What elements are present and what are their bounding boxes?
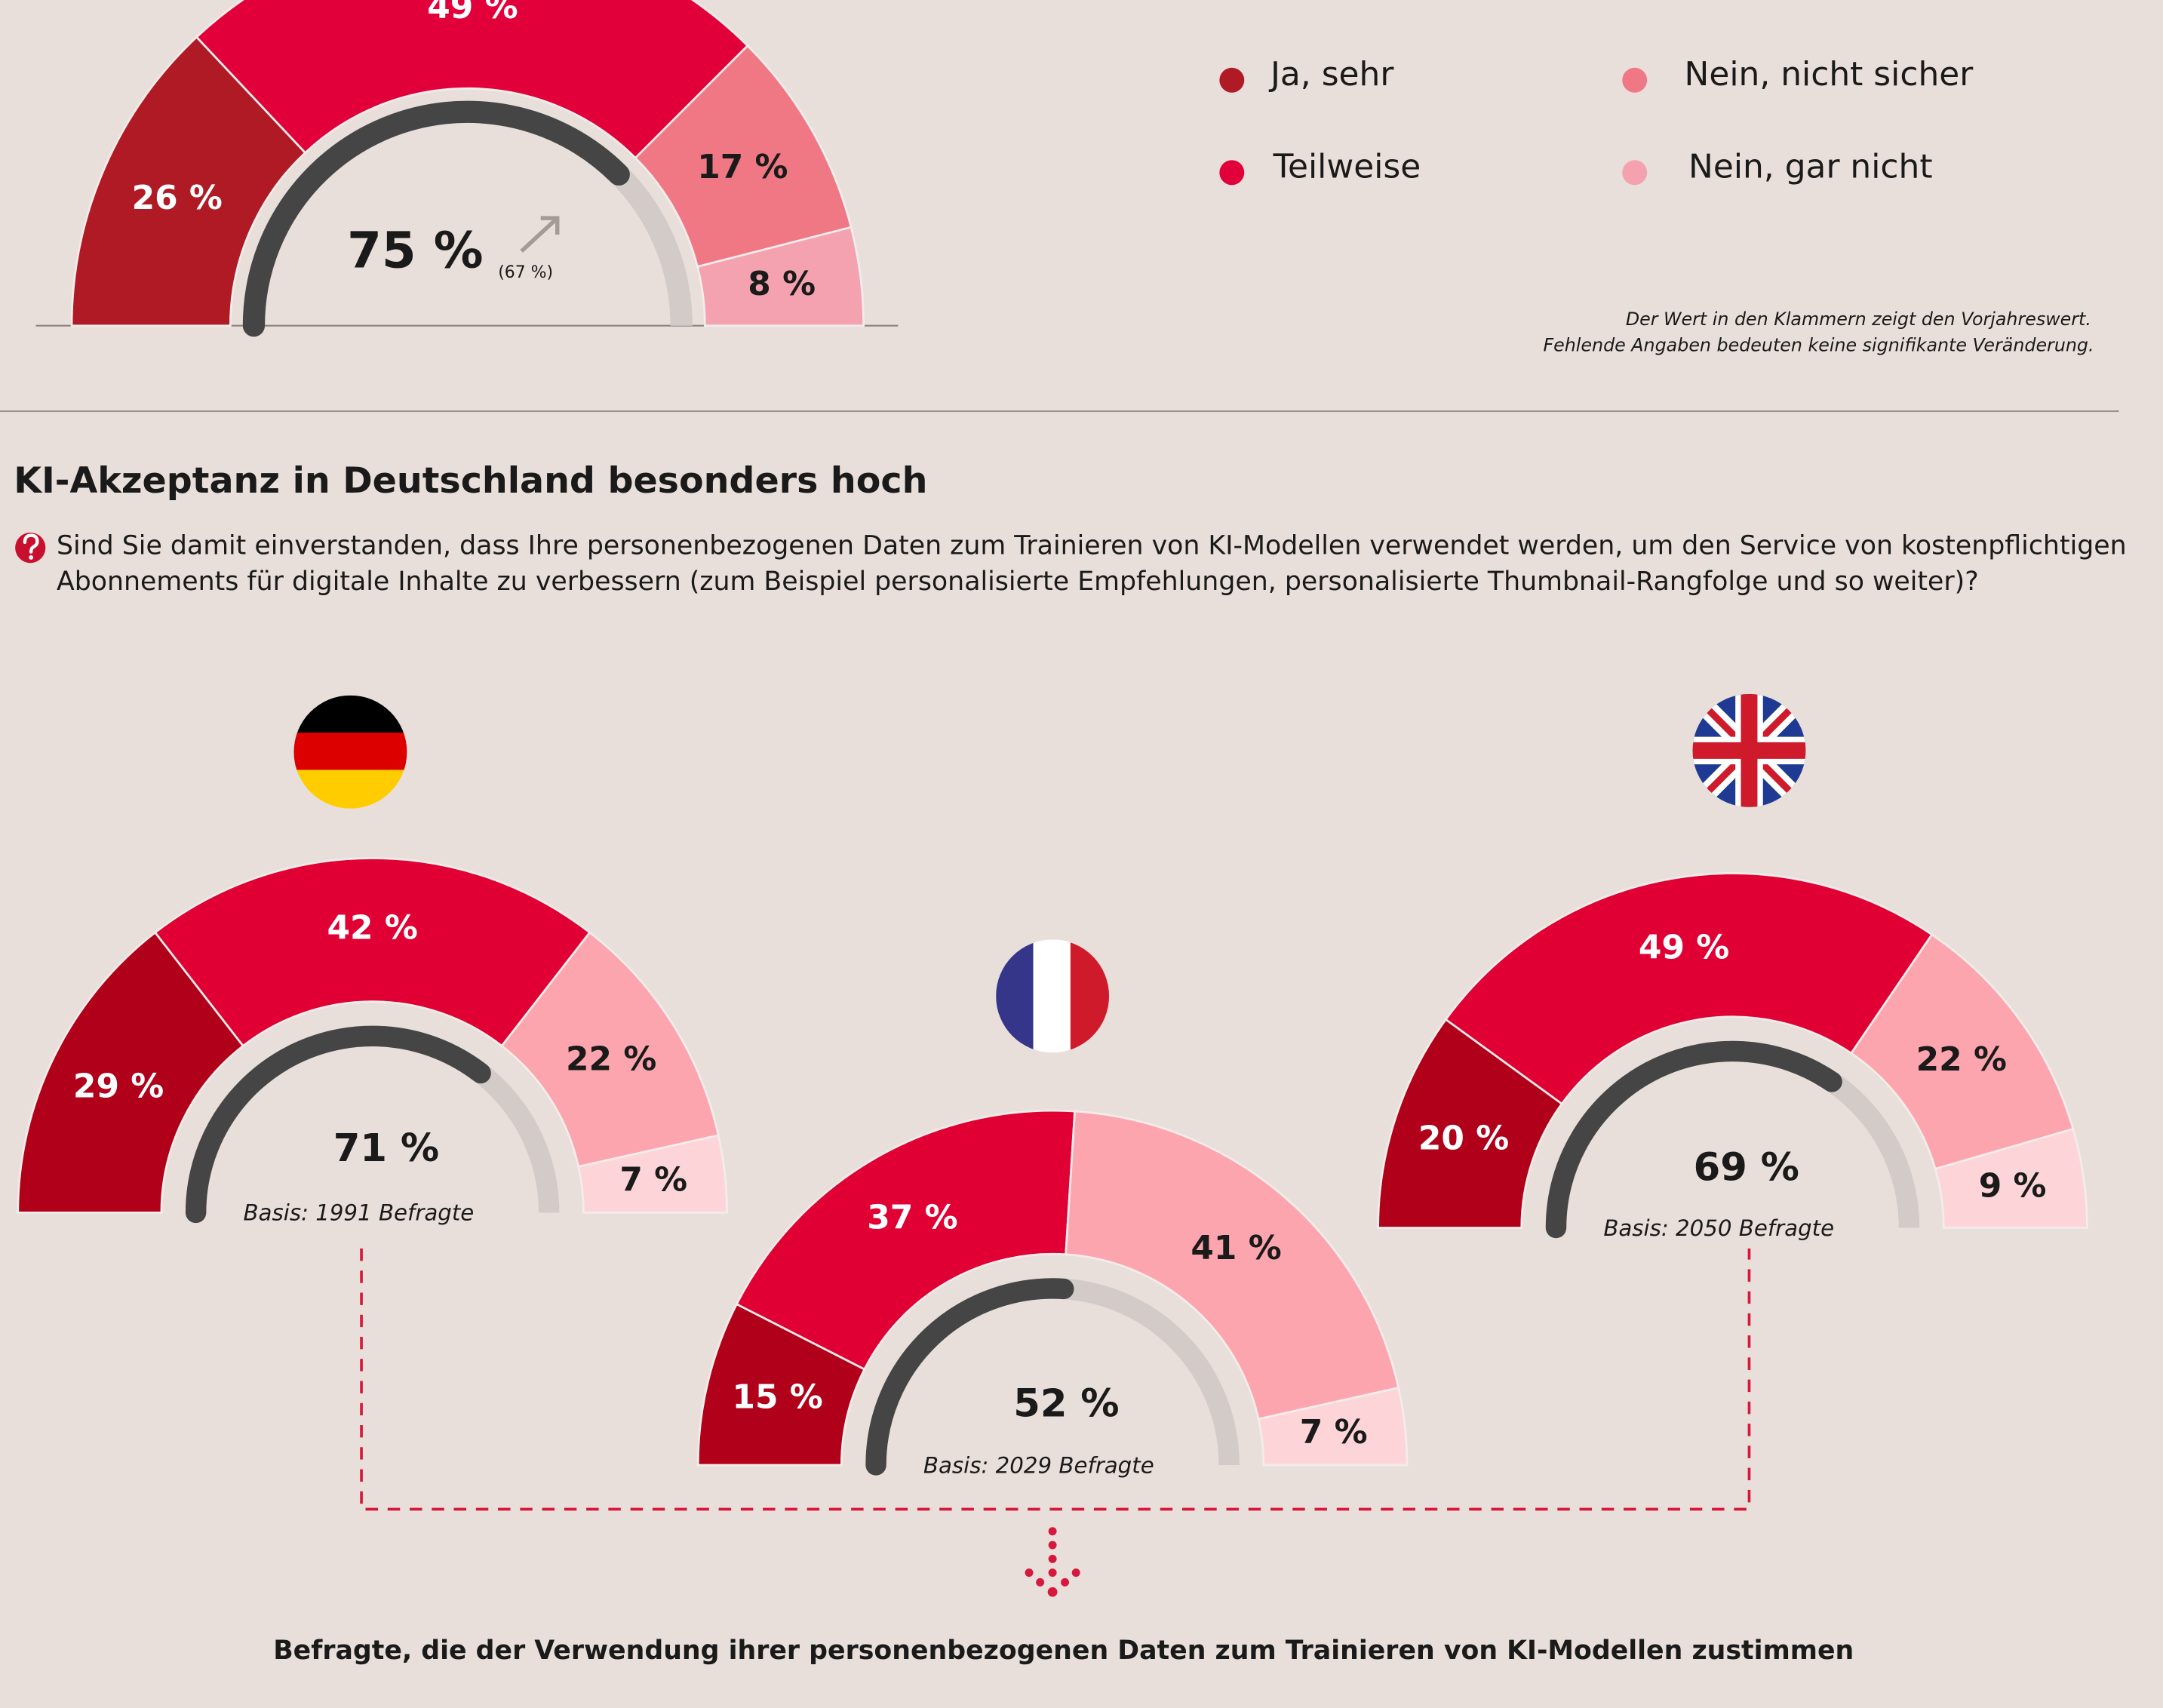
- segment: [195, 0, 749, 160]
- segment-label: 7 %: [619, 1160, 687, 1199]
- gauge-value: [865, 1278, 1074, 1476]
- segment: [1444, 872, 1934, 1105]
- footer: Befragte, die der Verwendung ihrer perso…: [273, 1636, 1854, 1666]
- previous-label: (67 %): [498, 263, 553, 282]
- section-title: KI-Akzeptanz in Deutschland besonders ho…: [14, 460, 927, 502]
- question: Sind Sie damit einverstanden, dass Ihre …: [57, 530, 2127, 561]
- trend-arrow: [520, 216, 560, 253]
- segment-label: 49 %: [1639, 928, 1729, 966]
- segment-label: 17 %: [697, 148, 788, 186]
- segment-label: 15 %: [732, 1378, 822, 1416]
- segment-label: 29 %: [73, 1067, 164, 1105]
- total-label: 52 %: [1013, 1381, 1119, 1426]
- legend-swatch: [1622, 160, 1648, 186]
- segment: [70, 35, 307, 327]
- basis: Basis: 2029 Befragte: [923, 1452, 1154, 1478]
- segment-label: 37 %: [867, 1198, 957, 1236]
- total-label: 71 %: [333, 1126, 439, 1171]
- segment: [735, 1109, 1077, 1371]
- note: Fehlende Angaben bedeuten keine signifik…: [1543, 335, 2094, 356]
- segment-label: 7 %: [1300, 1413, 1368, 1451]
- question-icon: [15, 532, 46, 564]
- segment-label: 9 %: [1979, 1167, 2047, 1206]
- total-label: 75 %: [347, 222, 483, 280]
- note: Der Wert in den Klammern zeigt den Vorja…: [1626, 309, 2091, 330]
- segment-label: 22 %: [566, 1040, 656, 1079]
- legend-swatch: [1219, 160, 1245, 186]
- segment: [1934, 1127, 2088, 1229]
- basis: Basis: 1991 Befragte: [243, 1200, 474, 1226]
- segment: [696, 226, 865, 327]
- flag-france: [996, 939, 1110, 1053]
- question: Abonnements für digitale Inhalte zu verb…: [57, 567, 1979, 597]
- dotted-arrow: [1025, 1527, 1080, 1597]
- segment: [1065, 1110, 1400, 1421]
- segment-label: 49 %: [427, 0, 518, 26]
- segment-label: 20 %: [1418, 1120, 1509, 1158]
- gauge-value: [1545, 1040, 1842, 1239]
- legend-label: Ja, sehr: [1268, 55, 1394, 94]
- legend-label: Teilweise: [1273, 147, 1421, 186]
- segment-label: 41 %: [1191, 1229, 1281, 1267]
- legend-swatch: [1219, 67, 1245, 93]
- segment-label: 26 %: [132, 179, 223, 217]
- flag-uk: [1692, 693, 1806, 807]
- segment-label: 22 %: [1916, 1040, 2007, 1079]
- segment: [17, 931, 245, 1214]
- total-label: 69 %: [1694, 1145, 1799, 1190]
- legend-label: Nein, gar nicht: [1688, 147, 1933, 186]
- segment-label: 8 %: [748, 265, 816, 303]
- basis: Basis: 2050 Befragte: [1603, 1215, 1834, 1241]
- flag-germany: [293, 695, 407, 809]
- segment: [1257, 1386, 1409, 1467]
- legend-swatch: [1622, 67, 1648, 93]
- gauge-value: [185, 1025, 491, 1224]
- segment: [153, 857, 591, 1048]
- gauge-value: [242, 100, 630, 337]
- legend-label: Nein, nicht sicher: [1685, 55, 1974, 94]
- connector: [360, 1248, 1751, 1511]
- segment-label: 42 %: [327, 909, 418, 948]
- segment: [577, 1134, 728, 1214]
